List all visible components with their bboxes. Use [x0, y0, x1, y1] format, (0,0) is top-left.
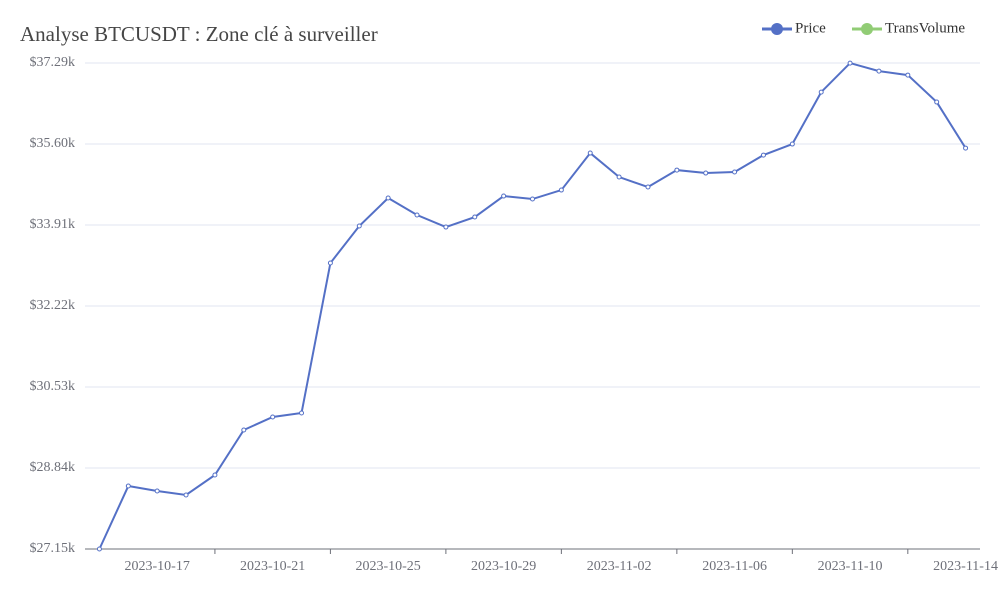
data-point [154, 488, 160, 494]
x-tick-label: 2023-10-21 [240, 559, 305, 574]
y-tick-label: $37.29k [30, 55, 76, 70]
x-tick-label: 2023-10-17 [125, 559, 190, 574]
chart-title: Analyse BTCUSDT : Zone clé à surveiller [20, 22, 378, 46]
data-point [934, 99, 940, 105]
data-point [327, 260, 333, 266]
data-point [356, 223, 362, 229]
data-point [587, 150, 593, 156]
x-tick-label: 2023-11-06 [702, 559, 767, 574]
legend-label: Price [795, 20, 826, 36]
y-tick-label: $27.15k [30, 541, 76, 556]
data-point [818, 89, 824, 95]
y-tick-label: $35.60k [30, 136, 76, 151]
data-point [674, 167, 680, 173]
data-point [645, 184, 651, 190]
data-point [501, 193, 507, 199]
data-point [703, 170, 709, 176]
data-point [443, 224, 449, 230]
legend-symbol [861, 23, 873, 35]
data-point [241, 427, 247, 433]
data-point [530, 196, 535, 202]
y-tick-label: $32.22k [30, 298, 76, 313]
data-point [732, 169, 738, 175]
data-point [558, 187, 564, 193]
legend-label: TransVolume [885, 20, 965, 36]
data-point [472, 214, 478, 220]
data-point [125, 483, 131, 489]
data-point [789, 141, 795, 147]
data-point [963, 145, 969, 151]
x-tick-label: 2023-11-10 [818, 559, 883, 574]
data-point [847, 60, 853, 66]
x-tick-label: 2023-11-14 [933, 559, 998, 574]
data-point [96, 546, 102, 552]
x-tick-label: 2023-11-02 [587, 559, 652, 574]
data-point [905, 72, 911, 78]
y-tick-label: $30.53k [30, 379, 76, 394]
data-point [414, 212, 420, 218]
data-point [385, 195, 391, 201]
data-point [299, 410, 305, 416]
data-point [270, 414, 276, 420]
data-point [760, 152, 766, 158]
data-point [616, 174, 622, 180]
data-point [876, 68, 882, 74]
data-point [183, 492, 189, 498]
data-point [212, 472, 218, 478]
x-tick-label: 2023-10-25 [355, 559, 420, 574]
y-tick-label: $33.91k [30, 217, 76, 232]
legend-symbol [771, 23, 783, 35]
x-tick-label: 2023-10-29 [471, 559, 536, 574]
y-tick-label: $28.84k [30, 460, 76, 475]
